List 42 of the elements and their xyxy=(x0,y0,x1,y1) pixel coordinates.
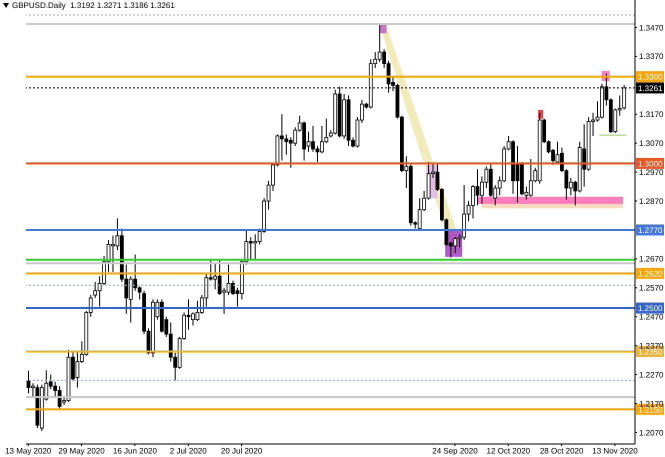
y-tick-label: 1.2570 xyxy=(639,284,664,293)
y-tick-label: 1.3370 xyxy=(639,52,664,62)
candlestick xyxy=(218,260,222,296)
candlestick xyxy=(280,114,284,162)
candlestick xyxy=(284,134,288,156)
candlestick xyxy=(453,236,458,254)
candlestick xyxy=(528,158,533,198)
x-tick-label: 29 May 2020 xyxy=(58,446,106,456)
x-tick-label: 28 Oct 2020 xyxy=(540,446,584,456)
y-tick-label: 1.2970 xyxy=(639,168,664,177)
x-tick-label: 12 Oct 2020 xyxy=(486,446,531,456)
ref-line-label: 1.3300 xyxy=(638,72,664,82)
candlestick xyxy=(128,276,133,324)
y-tick-label: 1.2070 xyxy=(639,428,664,438)
candlestick xyxy=(378,24,382,63)
y-tick-label: 1.2470 xyxy=(639,312,664,322)
chart-title: GBPUSD.Daily 1.3192 1.3271 1.3186 1.3261 xyxy=(12,1,175,10)
x-tick-label: 20 Jul 2020 xyxy=(220,446,263,456)
y-tick-label: 1.3170 xyxy=(639,110,664,120)
ref-line-label: 1.3261 xyxy=(638,84,664,93)
x-tick-label: 2 Jul 2020 xyxy=(170,446,208,456)
candlestick xyxy=(213,262,218,290)
candlestick xyxy=(418,198,422,230)
ref-line-label: 1.2770 xyxy=(638,226,664,235)
y-tick-label: 1.3470 xyxy=(639,23,664,32)
ref-line-label: 1.2500 xyxy=(638,304,664,314)
x-tick-label: 13 Nov 2020 xyxy=(592,446,638,456)
candlestick xyxy=(248,236,253,261)
y-tick-label: 1.2670 xyxy=(639,254,664,264)
x-tick-label: 16 Jun 2020 xyxy=(112,446,158,456)
x-tick-label: 13 May 2020 xyxy=(5,446,52,456)
candlestick xyxy=(253,234,258,260)
y-tick-label: 1.2870 xyxy=(639,196,664,206)
y-tick-label: 1.2270 xyxy=(639,370,664,380)
candlestick xyxy=(320,125,324,154)
ref-line-label: 1.3000 xyxy=(638,159,664,168)
candlestick xyxy=(93,282,98,298)
x-tick-label: 24 Sep 2020 xyxy=(432,446,478,456)
y-tick-label: 1.3070 xyxy=(639,139,664,148)
candlestick xyxy=(462,184,466,241)
candlestick xyxy=(293,126,298,147)
ref-line-label: 1.2620 xyxy=(638,269,664,278)
